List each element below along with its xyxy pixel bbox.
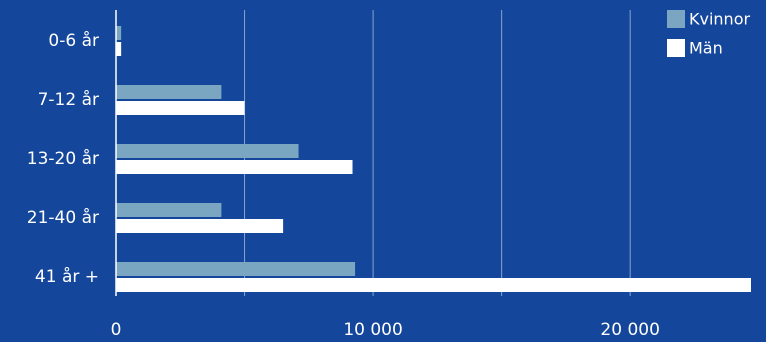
legend-swatch	[667, 39, 685, 57]
grid-layer	[244, 10, 631, 296]
x-tick-label: 10 000	[343, 320, 402, 340]
category-label: 0-6 år	[48, 30, 99, 51]
bar-kvinnor	[116, 262, 356, 276]
bar-kvinnor	[116, 144, 299, 158]
bars-layer	[116, 26, 751, 292]
bar-kvinnor	[116, 203, 222, 217]
category-label: 41 år +	[35, 266, 99, 287]
x-tick-label: 0	[111, 320, 122, 340]
axis-layer: 0-6 år 7-12 år 13-20 år 21-40 år 41 år + 0 10 …	[27, 10, 660, 340]
x-tick-label: 20 000	[600, 320, 659, 340]
legend-label: Män	[689, 39, 723, 58]
legend-label: Kvinnor	[689, 10, 750, 29]
bar-m-n	[116, 101, 245, 115]
bar-kvinnor	[116, 26, 122, 40]
bar-m-n	[116, 219, 284, 233]
category-label: 21-40 år	[27, 207, 99, 228]
bar-m-n	[116, 160, 353, 174]
category-label: 7-12 år	[38, 89, 99, 110]
bar-kvinnor	[116, 85, 222, 99]
bar-m-n	[116, 278, 751, 292]
bar-m-n	[116, 42, 122, 56]
legend-swatch	[667, 10, 685, 28]
legend: Kvinnor Män	[667, 10, 750, 58]
category-label: 13-20 år	[27, 148, 99, 169]
